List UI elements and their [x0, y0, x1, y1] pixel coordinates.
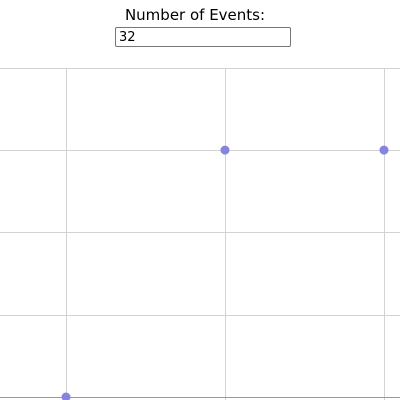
- events-form: Number of Events:: [0, 0, 400, 60]
- data-point: [379, 145, 389, 155]
- data-point: [61, 392, 71, 400]
- data-point: [220, 145, 230, 155]
- events-count-input[interactable]: [115, 27, 291, 47]
- plot-points: [61, 145, 389, 400]
- events-count-label: Number of Events:: [124, 6, 266, 24]
- plot-grid: [0, 68, 400, 400]
